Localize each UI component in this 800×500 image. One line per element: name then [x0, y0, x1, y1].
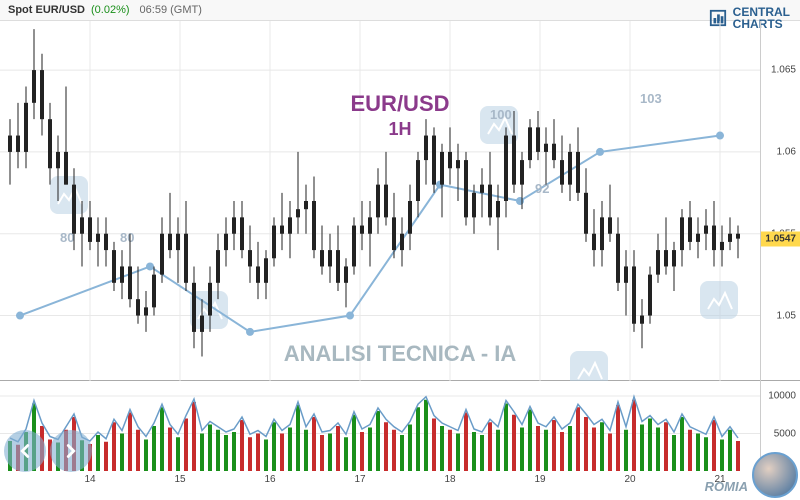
svg-text:103: 103 [640, 91, 662, 106]
svg-text:92: 92 [535, 181, 549, 196]
arrow-right-icon [60, 440, 82, 462]
volume-chart[interactable] [0, 381, 760, 471]
nav-prev-button[interactable] [4, 430, 46, 472]
nav-arrow-group [4, 430, 92, 472]
avatar-icon[interactable] [752, 452, 798, 498]
price-y-axis: 1.051.0551.061.0651.0547 [760, 21, 800, 381]
volume-chart-area[interactable]: 500010000 [0, 381, 800, 471]
current-price-badge: 1.0547 [761, 231, 800, 246]
price-chart-area[interactable]: 808010092103 EUR/USD 1H ANALISI TECNICA … [0, 21, 800, 381]
candlestick-chart[interactable]: 808010092103 [0, 21, 760, 381]
instrument-name: Spot EUR/USD [8, 4, 85, 16]
chart-timeframe: 1H [388, 119, 411, 140]
svg-text:80: 80 [120, 230, 134, 245]
time-x-axis: 1415161718192021 [0, 471, 760, 493]
chart-header: Spot EUR/USD (0.02%) 06:59 (GMT) [0, 0, 800, 21]
timestamp: 06:59 (GMT) [140, 4, 202, 16]
price-change: (0.02%) [91, 4, 130, 16]
svg-text:100: 100 [490, 107, 512, 122]
nav-next-button[interactable] [50, 430, 92, 472]
brand-badge: ROMIA [705, 479, 748, 494]
arrow-left-icon [14, 440, 36, 462]
